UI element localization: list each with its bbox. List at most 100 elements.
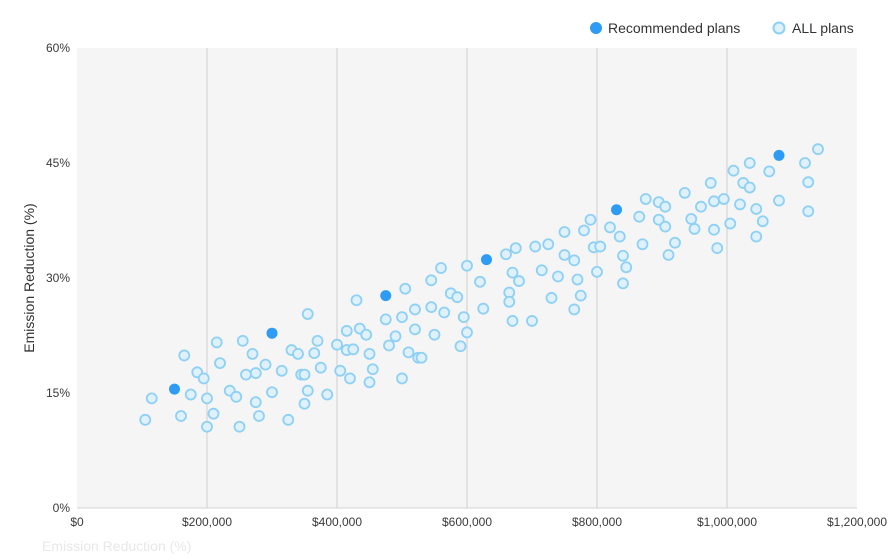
all-plan-point — [591, 265, 603, 278]
all-plan-point — [613, 230, 626, 243]
all-plan-point — [334, 364, 347, 377]
all-plan-point — [350, 294, 363, 307]
grid-lines — [77, 48, 857, 509]
all-plan-point — [331, 338, 343, 351]
recommended-plan-point — [169, 383, 180, 395]
all-plan-point — [321, 388, 334, 401]
recommended-plan-point — [611, 204, 622, 216]
all-plan-point — [383, 339, 395, 352]
all-plan-point — [308, 347, 321, 360]
all-plan-point — [743, 181, 756, 194]
x-tick-label: $0 — [70, 515, 84, 529]
x-tick-label: $400,000 — [312, 515, 362, 529]
all-plan-point — [379, 313, 392, 326]
legend-marker-all — [772, 21, 786, 35]
x-tick-label: $200,000 — [182, 515, 232, 529]
x-tick-label: $600,000 — [442, 515, 492, 529]
all-plan-point — [678, 186, 691, 199]
all-plan-point — [366, 363, 379, 376]
all-plan-point — [773, 194, 785, 207]
all-plan-point — [717, 193, 730, 205]
all-plan-point — [259, 358, 272, 371]
all-plan-point — [363, 347, 376, 360]
all-plan-point — [396, 372, 408, 385]
all-plan-point — [636, 238, 649, 251]
all-plan-point — [724, 217, 737, 230]
all-plan-point — [396, 311, 408, 324]
all-plan-point — [568, 303, 581, 316]
all-plan-point — [139, 413, 152, 426]
all-plan-point — [389, 330, 402, 343]
all-plan-point — [301, 308, 314, 320]
all-plan-point — [363, 376, 376, 389]
all-plan-point — [210, 336, 223, 349]
all-plan-point — [340, 324, 353, 337]
all-plan-point — [236, 334, 249, 347]
legend-label-all: ALL plans — [792, 20, 854, 36]
all-plan-point — [659, 200, 672, 213]
all-plan-point — [347, 343, 360, 356]
all-plan-point — [659, 220, 672, 233]
legend-label-recommended: Recommended plans — [608, 20, 740, 36]
all-plan-point — [298, 397, 311, 410]
all-plan-point — [558, 226, 571, 238]
all-plan-point — [451, 291, 464, 304]
all-plan-point — [545, 292, 558, 304]
y-axis-label: Emission Reduction (%) — [21, 203, 37, 352]
all-plan-point — [246, 347, 259, 360]
all-plan-point — [578, 224, 590, 237]
all-plan-point — [409, 303, 421, 316]
x-tick-label: $1,000,000 — [697, 515, 757, 529]
legend-item-all[interactable]: ALL plans — [772, 20, 854, 36]
all-plan-point — [249, 396, 262, 409]
all-plan-point — [750, 203, 763, 215]
all-plan-point — [461, 326, 473, 339]
all-plan-point — [509, 242, 522, 255]
all-plan-point — [474, 275, 486, 288]
all-plan-point — [178, 349, 191, 362]
y-axis-ticks: 0% 15% 30% 45% 60% — [46, 41, 70, 515]
all-plan-point — [750, 230, 763, 243]
all-plan-point — [311, 334, 324, 347]
all-plan-point — [506, 315, 519, 327]
all-plan-point — [461, 259, 473, 272]
all-plan-point — [639, 193, 652, 205]
all-plan-point — [633, 210, 646, 223]
all-plan-point — [685, 213, 698, 225]
all-plan-point — [802, 176, 815, 189]
all-plan-point — [184, 388, 197, 401]
all-plan-point — [708, 223, 720, 236]
all-plan-point — [477, 302, 490, 315]
all-plan-point — [253, 410, 265, 422]
all-plan-point — [620, 261, 633, 274]
all-plan-point — [428, 328, 441, 341]
all-plan-point — [734, 198, 746, 211]
all-plan-point — [435, 262, 447, 274]
all-plan-point — [266, 386, 278, 399]
all-plan-point — [402, 346, 415, 359]
all-plan-point — [214, 357, 226, 370]
all-plan-point — [662, 249, 675, 261]
all-plan-point — [568, 254, 581, 267]
x-tick-label: $800,000 — [572, 515, 622, 529]
all-plan-point — [207, 407, 220, 420]
y-tick-label: 60% — [46, 41, 70, 55]
all-plan-point — [197, 372, 210, 385]
all-plan-point — [574, 289, 587, 302]
all-plan-point — [415, 351, 428, 364]
all-plan-point — [457, 311, 470, 324]
all-plan-point — [425, 301, 438, 314]
all-plan-point — [812, 143, 824, 156]
all-plan-point — [688, 223, 701, 235]
all-plan-point — [604, 221, 616, 234]
all-plan-point — [201, 392, 213, 405]
legend: Recommended plans ALL plans — [590, 20, 854, 36]
all-plan-point — [529, 240, 542, 253]
data-points — [139, 143, 824, 433]
all-plan-point — [542, 238, 555, 251]
all-plan-point — [314, 361, 327, 374]
all-plan-point — [506, 266, 519, 279]
all-plan-point — [552, 270, 564, 283]
legend-item-recommended[interactable]: Recommended plans — [590, 20, 740, 36]
